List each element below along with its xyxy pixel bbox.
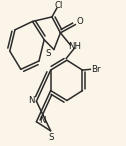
Text: NH: NH (68, 42, 81, 51)
Text: O: O (77, 17, 84, 26)
Text: Cl: Cl (55, 1, 63, 10)
Text: S: S (48, 133, 53, 142)
Text: S: S (45, 49, 50, 58)
Text: N: N (28, 96, 34, 105)
Text: N: N (39, 117, 46, 126)
Text: Br: Br (91, 65, 100, 74)
